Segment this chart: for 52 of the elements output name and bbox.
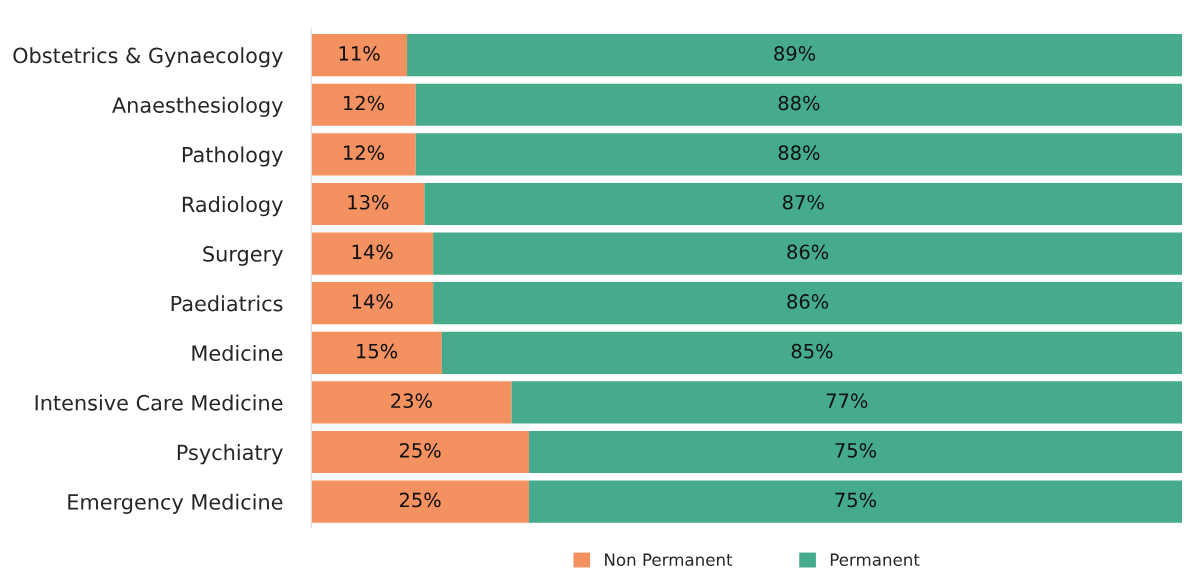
y-tick-label: Emergency Medicine — [68, 493, 283, 514]
bar — [424, 182, 1183, 226]
bar — [311, 34, 408, 77]
y-tick-label: Radiology — [182, 196, 283, 217]
y-tick-label: Obstetrics & Gynaecology — [13, 47, 283, 68]
data-label: 88% — [778, 145, 820, 160]
data-label: 89% — [774, 46, 816, 61]
data-label: 75% — [835, 442, 877, 458]
data-label: 87% — [782, 194, 824, 210]
y-tick-label: Pathology — [182, 146, 283, 167]
data-label: 86% — [787, 294, 829, 309]
bar — [528, 430, 1183, 474]
bar — [528, 480, 1183, 523]
data-label: 88% — [778, 95, 820, 111]
bar — [433, 232, 1183, 275]
bar — [407, 34, 1183, 77]
bar — [311, 133, 416, 176]
data-label: 14% — [352, 244, 393, 260]
bar — [415, 83, 1183, 126]
data-label: 13% — [348, 194, 389, 210]
bar — [311, 282, 434, 325]
data-label: 12% — [344, 95, 385, 111]
data-label: 14% — [352, 294, 393, 309]
data-label: 25% — [399, 442, 441, 458]
y-tick-label: Intensive Care Medicine — [35, 394, 283, 411]
data-label: 11% — [339, 46, 380, 61]
legend-label: Permanent — [830, 553, 920, 566]
y-tick-label: Paediatrics — [171, 295, 283, 312]
data-label: 15% — [357, 343, 398, 359]
bar — [311, 232, 434, 275]
data-label: 23% — [391, 393, 432, 409]
bar — [311, 430, 529, 474]
data-label: 25% — [399, 492, 441, 508]
bar — [311, 83, 416, 126]
bar — [311, 480, 529, 523]
bar — [441, 331, 1183, 374]
y-tick-label: Psychiatry — [177, 444, 283, 465]
bar — [311, 331, 442, 374]
data-label: 77% — [826, 393, 868, 409]
data-label: 85% — [791, 343, 833, 359]
data-label: 75% — [835, 492, 877, 508]
bar — [311, 182, 425, 226]
y-tick-label: Medicine — [192, 344, 283, 362]
bar — [311, 381, 512, 424]
y-tick-label: Surgery — [203, 246, 283, 266]
legend-label: Non Permanent — [605, 553, 733, 566]
bar — [511, 381, 1183, 424]
y-tick-label: Anaesthesiology — [112, 96, 283, 117]
data-label: 12% — [344, 145, 385, 160]
data-label: 86% — [787, 244, 829, 260]
bar — [415, 133, 1183, 176]
bar — [433, 282, 1183, 325]
